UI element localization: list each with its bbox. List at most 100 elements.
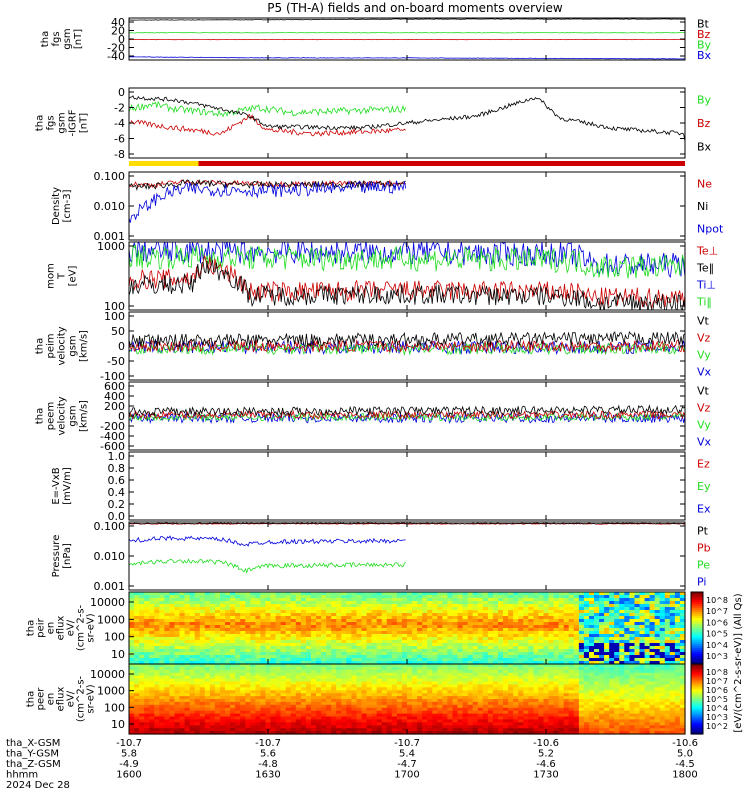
spectrogram-cell: [447, 637, 454, 641]
spectrogram-cell: [209, 613, 216, 617]
spectrogram-cell: [457, 658, 464, 662]
spectrogram-cell: [164, 592, 171, 596]
spectrogram-cell: [189, 658, 196, 662]
spectrogram-cell: [386, 719, 393, 723]
spectrogram-cell: [644, 628, 651, 632]
spectrogram-cell: [447, 634, 454, 638]
spectrogram-cell: [477, 678, 484, 683]
spectrogram-cell: [280, 607, 287, 611]
panel-series: [129, 522, 685, 574]
spectrogram-cell: [164, 643, 171, 647]
spectrogram-cell: [285, 699, 292, 703]
spectrogram-cell: [578, 640, 585, 644]
spectrogram-cell: [199, 613, 206, 617]
spectrogram-cell: [563, 649, 570, 653]
spectrogram-cell: [356, 725, 363, 729]
spectrogram-cell: [361, 652, 368, 656]
spectrogram-cell: [245, 592, 251, 596]
spectrogram-cell: [371, 616, 378, 620]
spectrogram-cell: [305, 658, 312, 662]
spectrogram-cell: [533, 649, 540, 653]
spectrogram-cell: [220, 622, 226, 626]
spectrogram-cell: [508, 613, 514, 617]
series-line-3: [129, 404, 685, 417]
spectrogram-cell: [381, 684, 388, 688]
spectrogram-cell: [589, 643, 595, 647]
spectrogram-cell: [194, 728, 201, 732]
spectrogram-cell: [528, 681, 534, 685]
spectrogram-cell: [442, 610, 449, 614]
spectrogram-cell: [482, 658, 489, 662]
spectrogram-cell: [326, 672, 332, 677]
spectrogram-cell: [594, 658, 600, 662]
spectrogram-cell: [477, 613, 484, 617]
spectrogram-cell: [442, 704, 449, 709]
spectrogram-cell: [321, 631, 327, 635]
spectrogram-cell: [275, 722, 282, 726]
spectrogram-cell: [189, 655, 196, 659]
spectrogram-cell: [235, 707, 241, 712]
spectrogram-cell: [371, 681, 378, 685]
spectrogram-cell: [604, 625, 610, 629]
spectrogram-cell: [492, 631, 499, 635]
spectrogram-cell: [482, 687, 489, 691]
spectrogram-cell: [659, 628, 666, 632]
spectrogram-cell: [300, 666, 307, 671]
spectrogram-cell: [260, 664, 267, 668]
spectrogram-cell: [427, 704, 433, 709]
spectrogram-cell: [265, 696, 272, 700]
spectrogram-cell: [447, 722, 454, 726]
spectrogram-cell: [482, 701, 489, 706]
spectrogram-cell: [316, 690, 322, 694]
spectrogram-cell: [250, 601, 256, 605]
spectrogram-cell: [225, 607, 231, 611]
spectrogram-cell: [447, 696, 454, 700]
y-axis-label-line: peem: [46, 402, 57, 430]
spectrogram-cell: [245, 649, 251, 653]
spectrogram-cell: [331, 637, 337, 641]
spectrogram-cell: [477, 664, 484, 668]
spectrogram-cell: [518, 704, 524, 709]
spectrogram-cell: [275, 631, 282, 635]
spectrogram-cell: [391, 696, 398, 700]
spectrogram-cell: [255, 619, 262, 623]
spectrogram-cell: [452, 643, 459, 647]
spectrogram-cell: [391, 619, 398, 623]
spectrogram-cell: [417, 622, 423, 626]
spectrogram-cell: [407, 690, 413, 694]
spectrogram-cell: [240, 607, 246, 611]
spectrogram-cell: [285, 637, 292, 641]
spectrogram-cell: [452, 628, 459, 632]
spectrogram-cell: [300, 625, 307, 629]
spectrogram-cell: [184, 643, 191, 647]
spectrogram-cell: [356, 613, 363, 617]
spectrogram-cell: [270, 710, 277, 715]
spectrogram-cell: [492, 661, 499, 665]
spectrogram-cell: [422, 604, 428, 608]
spectrogram-cell: [543, 696, 550, 700]
spectrogram-cell: [265, 725, 272, 729]
spectrogram-cell: [548, 640, 555, 644]
spectrogram-cell: [381, 701, 388, 706]
spectrogram-cell: [361, 687, 368, 691]
spectrogram-cell: [391, 640, 398, 644]
spectrogram-cell: [275, 666, 282, 671]
spectrogram-cell: [462, 731, 469, 735]
spectrogram-cell: [659, 634, 666, 638]
spectrogram-cell: [523, 699, 529, 703]
spectrogram-cell: [285, 666, 292, 671]
spectrogram-cell: [548, 634, 555, 638]
spectrogram-cell: [427, 661, 433, 665]
spectrogram-cell: [472, 684, 479, 688]
spectrogram-cell: [386, 716, 393, 720]
spectrogram-cell: [164, 655, 171, 659]
spectrogram-cell: [437, 681, 443, 685]
spectrogram-cell: [487, 652, 494, 656]
spectrogram-cell: [250, 684, 256, 688]
y-axis-label-line: gsm: [62, 28, 73, 49]
spectrogram-cell: [538, 696, 545, 700]
spectrogram-cell: [351, 704, 358, 709]
spectrogram-cell: [604, 616, 610, 620]
spectrogram-cell: [396, 652, 403, 656]
spectrogram-cell: [204, 684, 211, 688]
